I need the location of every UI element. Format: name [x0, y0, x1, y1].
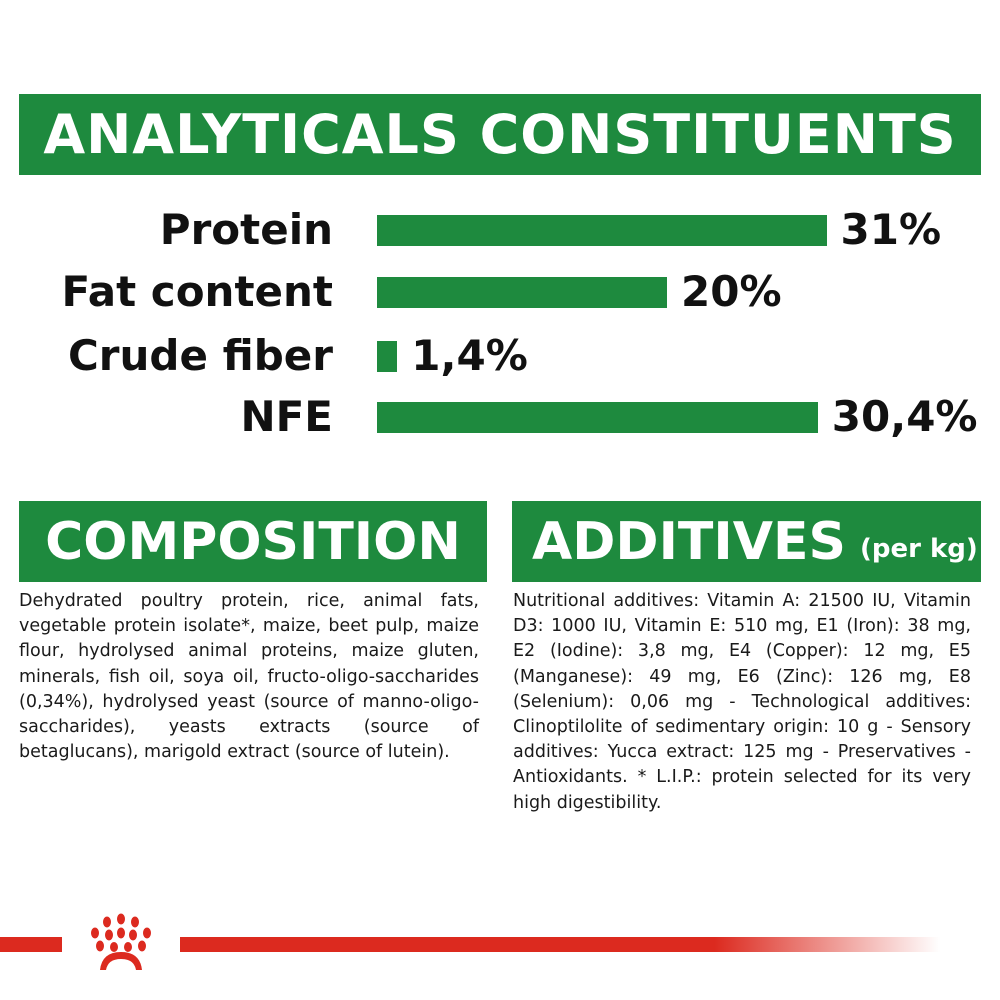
- bar: [377, 402, 818, 433]
- bar-value-label: 20%: [681, 267, 782, 316]
- composition-banner: COMPOSITION: [19, 501, 487, 582]
- composition-text: Dehydrated poultry protein, rice, animal…: [19, 591, 479, 763]
- brand-red-line: [0, 937, 940, 952]
- bar-value-label: 30,4%: [831, 392, 978, 441]
- bar-label: Protein: [159, 205, 333, 254]
- title-banner: ANALYTICALS CONSTITUENTS: [19, 94, 981, 175]
- bar-label: Crude fiber: [67, 331, 333, 380]
- additives-heading-suffix: (per kg): [859, 533, 978, 564]
- bar-value-label: 1,4%: [411, 331, 528, 380]
- composition-heading: COMPOSITION: [45, 511, 461, 572]
- bar-label: NFE: [240, 392, 333, 441]
- bar: [377, 277, 667, 308]
- bar-label: Fat content: [61, 267, 333, 316]
- bar: [377, 341, 398, 372]
- additives-heading: ADDITIVES: [532, 511, 846, 572]
- page-title: ANALYTICALS CONSTITUENTS: [43, 103, 957, 166]
- additives-banner: ADDITIVES (per kg): [512, 501, 981, 582]
- royal-canin-crown-icon: [62, 912, 180, 974]
- additives-text: Nutritional additives: Vitamin A: 21500 …: [513, 591, 971, 813]
- bar: [377, 215, 827, 246]
- bar-value-label: 31%: [840, 205, 942, 254]
